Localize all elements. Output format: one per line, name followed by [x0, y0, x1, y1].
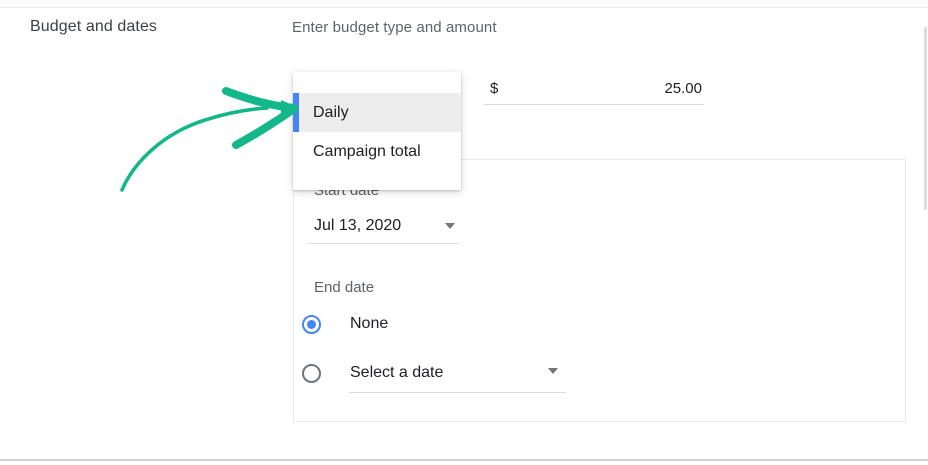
end-date-option-none[interactable]: None: [302, 312, 388, 336]
select-date-underline: [349, 392, 566, 393]
end-date-label: End date: [314, 279, 375, 296]
radio-unselected-icon[interactable]: [302, 363, 321, 383]
end-date-option-select-a-date[interactable]: Select a date: [302, 361, 443, 385]
hand-drawn-arrow-icon: [120, 87, 299, 192]
budget-type-dropdown-menu: Daily Campaign total: [293, 72, 461, 190]
start-date-value: Jul 13, 2020: [314, 217, 402, 234]
budget-instruction: Enter budget type and amount: [292, 19, 497, 36]
currency-symbol: $: [490, 79, 499, 97]
radio-selected-icon[interactable]: [302, 314, 321, 334]
dates-panel: Start date Jul 13, 2020 End date None Se…: [293, 159, 906, 422]
selected-item-bar: [293, 93, 299, 132]
scrollbar[interactable]: [924, 27, 927, 210]
start-date-select[interactable]: Jul 13, 2020: [308, 209, 459, 244]
menu-item-campaign-total[interactable]: Campaign total: [293, 132, 461, 171]
budget-amount-field[interactable]: $ 25.00: [484, 72, 704, 105]
chevron-down-icon: [445, 223, 455, 229]
section-title: Budget and dates: [30, 18, 158, 35]
bottom-divider: [0, 459, 928, 461]
chevron-down-icon[interactable]: [548, 368, 558, 374]
menu-item-daily-label: Daily: [313, 104, 349, 121]
top-divider: [0, 0, 928, 8]
end-date-select-label: Select a date: [350, 364, 444, 381]
end-date-none-label: None: [350, 315, 389, 332]
menu-item-daily[interactable]: Daily: [293, 93, 461, 132]
radio-dot: [307, 319, 316, 329]
menu-item-campaign-total-label: Campaign total: [313, 143, 421, 160]
budget-amount-value: 25.00: [664, 79, 702, 97]
